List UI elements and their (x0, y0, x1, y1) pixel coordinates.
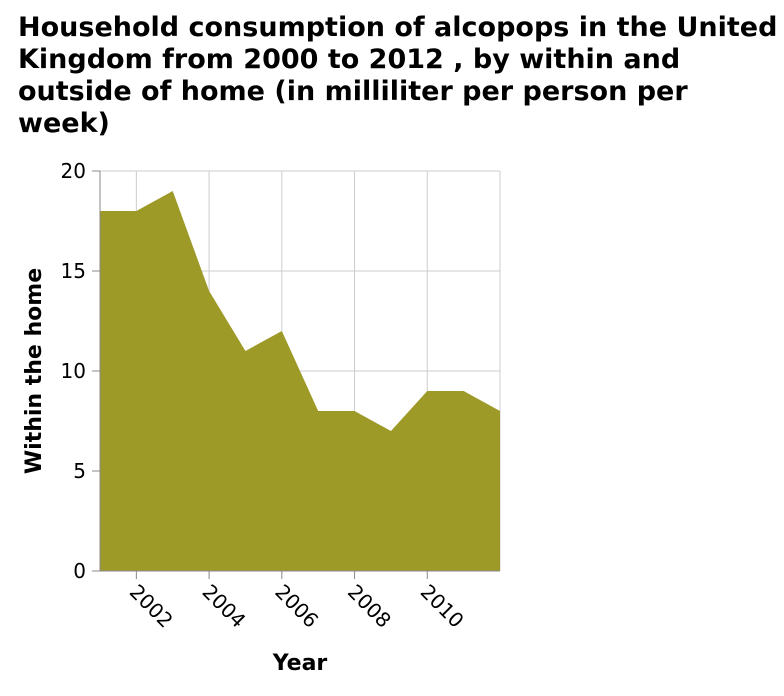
y-tick-label: 0 (73, 559, 86, 583)
x-tick-label: 2006 (270, 580, 323, 633)
x-axis-ticks: 2002 2004 2006 2008 2010 (125, 571, 469, 633)
x-tick-label: 2008 (343, 580, 396, 633)
y-tick-label: 20 (61, 159, 86, 183)
chart-title: Household consumption of alcopops in the… (18, 12, 778, 139)
y-tick-label: 15 (61, 259, 86, 283)
area-series (100, 191, 500, 571)
y-tick-label: 5 (73, 459, 86, 483)
x-axis-title: Year (272, 651, 328, 676)
x-tick-label: 2002 (125, 580, 178, 633)
x-tick-label: 2004 (198, 580, 251, 633)
y-axis-title: Within the home (22, 268, 47, 474)
x-tick-label: 2010 (416, 580, 469, 633)
y-tick-label: 10 (61, 359, 86, 383)
y-axis-ticks: 0 5 10 15 20 (61, 159, 100, 583)
